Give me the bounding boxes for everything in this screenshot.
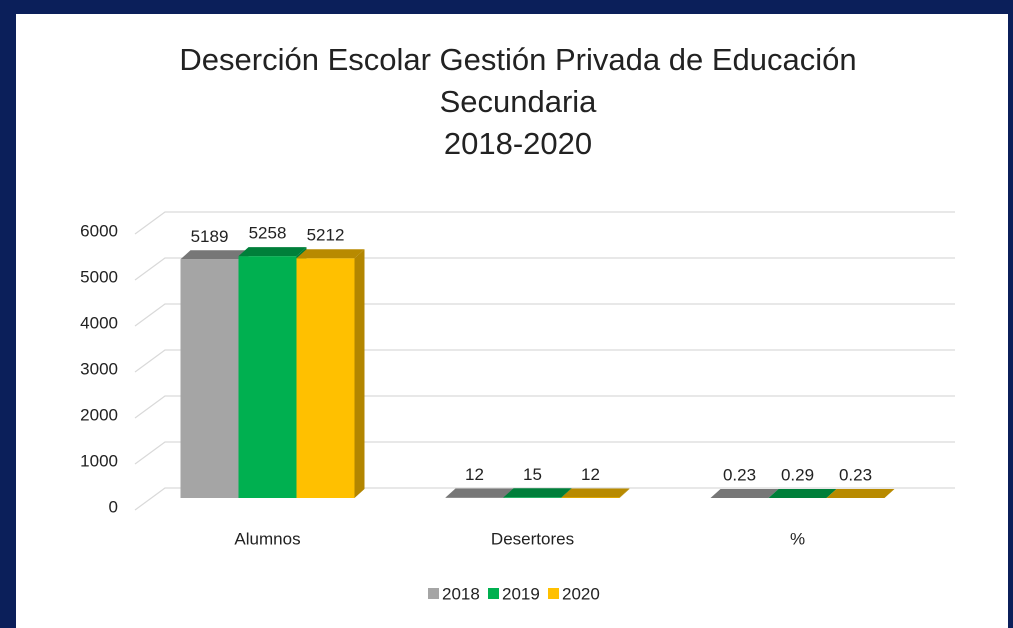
bar-top	[826, 488, 895, 498]
bar-top	[710, 488, 779, 498]
y-tick-label: 1000	[80, 451, 118, 470]
grid-line	[134, 303, 955, 327]
y-tick-label: 5000	[80, 267, 118, 286]
y-tick-label: 0	[109, 497, 118, 516]
bar	[503, 497, 562, 498]
x-tick-label: Desertores	[491, 529, 574, 548]
data-label: 0.29	[781, 465, 814, 484]
y-tick-label: 2000	[80, 405, 118, 424]
bar-top	[180, 250, 249, 260]
data-label: 5189	[191, 227, 229, 246]
bar-top	[445, 488, 514, 498]
legend-swatch	[428, 588, 439, 599]
data-label: 0.23	[839, 465, 872, 484]
bar-side	[884, 488, 895, 498]
y-tick-label: 3000	[80, 359, 118, 378]
bar-side	[619, 488, 630, 498]
legend-swatch	[548, 588, 559, 599]
data-label: 12	[581, 465, 600, 484]
grid-line	[134, 441, 955, 465]
bar	[180, 259, 239, 498]
bar	[238, 256, 297, 498]
x-tick-label: Alumnos	[234, 529, 300, 548]
data-label: 0.23	[723, 465, 756, 484]
bar	[296, 258, 355, 498]
legend-swatch	[488, 588, 499, 599]
y-tick-label: 4000	[80, 313, 118, 332]
data-label: 12	[465, 465, 484, 484]
grid-line	[134, 211, 955, 235]
chart-title: 2018-2020	[444, 126, 592, 161]
x-tick-label: %	[790, 529, 805, 548]
bar-top	[561, 488, 630, 498]
chart-title: Deserción Escolar Gestión Privada de Edu…	[179, 42, 856, 77]
bar	[561, 497, 620, 498]
legend-label: 2020	[562, 584, 600, 603]
data-label: 15	[523, 465, 542, 484]
bar-top	[503, 488, 572, 498]
bar-top	[296, 249, 365, 259]
legend-label: 2019	[502, 584, 540, 603]
y-tick-label: 6000	[80, 221, 118, 240]
grid-line	[134, 395, 955, 419]
bar-top	[768, 488, 837, 498]
bar	[445, 497, 504, 498]
legend-label: 2018	[442, 584, 480, 603]
data-label: 5212	[307, 226, 345, 245]
data-label: 5258	[249, 224, 287, 243]
grid-line	[134, 487, 955, 511]
chart-title: Secundaria	[440, 84, 598, 119]
bar-side	[354, 249, 365, 498]
grid-line	[134, 257, 955, 281]
bar-top	[238, 247, 307, 257]
grid-line	[134, 349, 955, 373]
